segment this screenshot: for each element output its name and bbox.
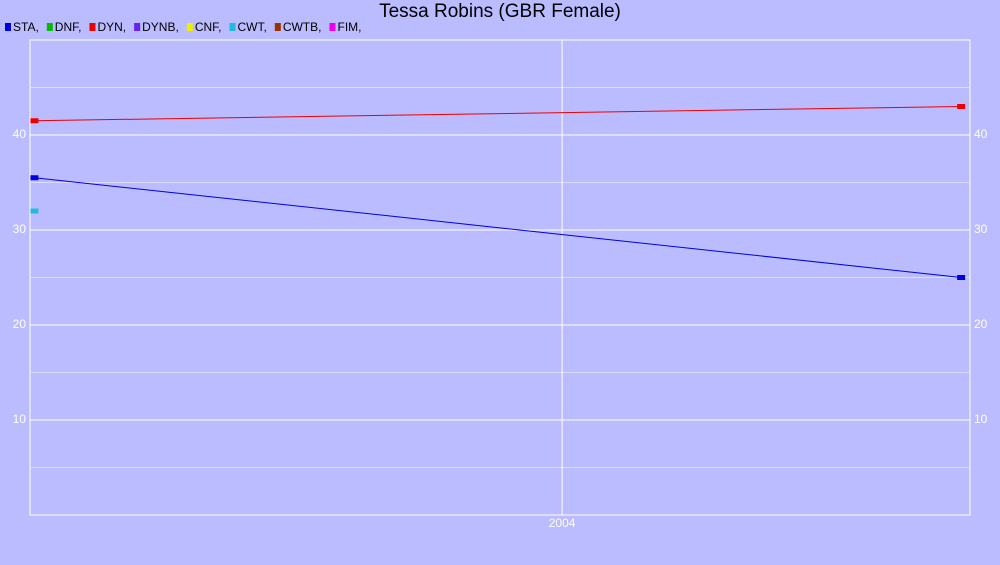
point: [957, 275, 966, 280]
point: [957, 104, 966, 109]
legend-label: CNF,: [195, 20, 222, 34]
series-line: [34, 177, 962, 278]
y2-tick-label: 20: [974, 317, 988, 331]
legend-label: STA,: [13, 20, 39, 34]
legend-swatch: [329, 23, 336, 31]
y-tick-label: 10: [13, 412, 27, 426]
y-tick-label: 20: [13, 317, 27, 331]
legend-label: DYN,: [97, 20, 126, 34]
legend-swatch: [274, 23, 281, 31]
legend-swatch: [186, 23, 193, 31]
legend-label: DYNB,: [142, 20, 179, 34]
legend-swatch: [46, 23, 53, 31]
legend-label: CWT,: [237, 20, 266, 34]
point: [30, 175, 39, 181]
series-line: [34, 106, 962, 122]
y-tick-label: 40: [13, 127, 27, 141]
legend-label: DNF,: [55, 20, 82, 34]
y2-tick-label: 10: [974, 412, 988, 426]
legend-swatch: [5, 23, 11, 31]
y2-tick-label: 30: [974, 222, 988, 236]
legend-label: CWTB,: [283, 20, 322, 34]
legend-swatch: [89, 23, 96, 31]
point: [30, 118, 39, 124]
legend-swatch: [229, 23, 236, 31]
legend-swatch: [134, 23, 141, 31]
y-tick-label: 30: [13, 222, 27, 236]
legend-label: FIM,: [337, 20, 361, 34]
point: [30, 208, 39, 214]
y2-tick-label: 40: [974, 127, 988, 141]
x-tick-label: 2004: [549, 516, 576, 530]
chart-title: Tessa Robins (GBR Female): [379, 1, 621, 22]
